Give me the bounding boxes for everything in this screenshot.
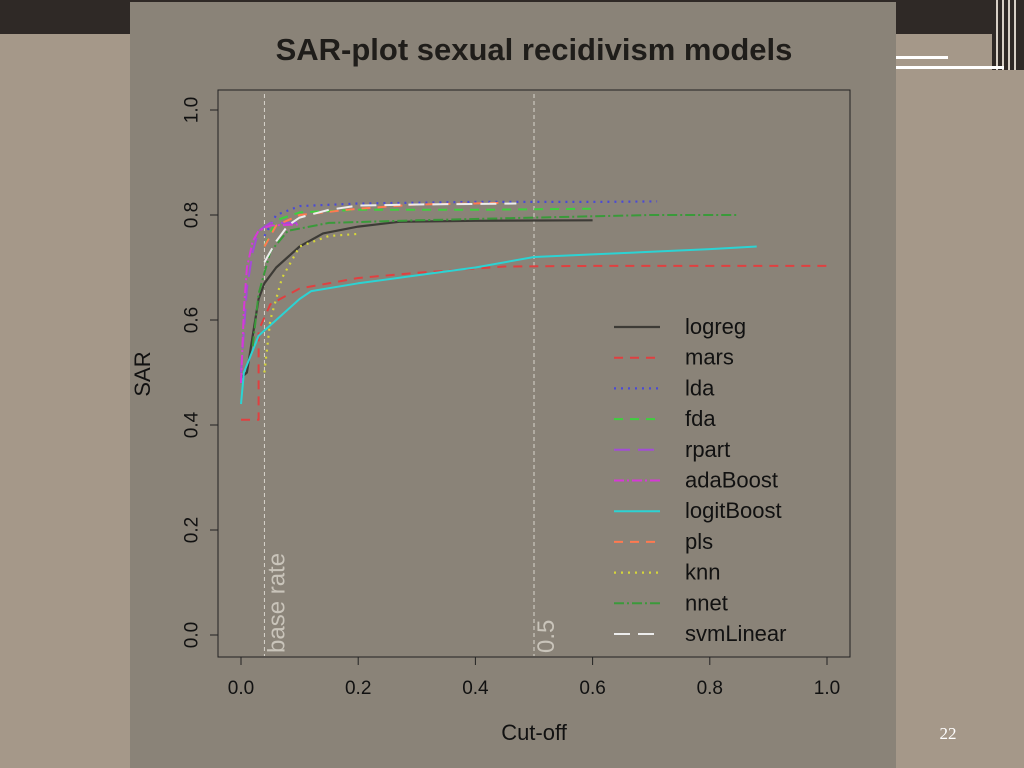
x-axis-label: Cut-off (501, 720, 568, 745)
chart-panel: SAR-plot sexual recidivism models base r… (130, 2, 896, 768)
legend-label: fda (685, 406, 716, 431)
series-line-logitBoost (240, 245, 757, 405)
x-tick-label: 0.8 (697, 678, 723, 699)
x-tick-label: 0.6 (579, 678, 605, 699)
series-line-knn (263, 232, 359, 373)
legend-label: knn (685, 560, 720, 585)
legend-label: lda (685, 375, 715, 400)
legend-label: svmLinear (685, 621, 786, 646)
reference-line-label: 0.5 (533, 620, 560, 653)
series-line-adaBoost (240, 223, 300, 384)
x-tick-label: 0.4 (462, 678, 489, 699)
x-tick-label: 0.0 (228, 678, 254, 699)
y-axis-label: SAR (130, 351, 155, 396)
y-tick-label: 0.0 (182, 622, 203, 648)
series-line-pls (263, 201, 505, 247)
series-line-rpart (240, 221, 300, 373)
y-tick-label: 0.2 (182, 517, 203, 543)
series-line-svmLinear (263, 202, 517, 263)
decorative-rule-bottom (896, 66, 1004, 69)
y-tick-label: 0.6 (182, 307, 203, 333)
y-tick-label: 0.4 (182, 411, 203, 438)
sar-chart: SAR-plot sexual recidivism models base r… (130, 32, 851, 745)
legend-label: mars (685, 345, 734, 370)
series-line-nnet (251, 214, 740, 347)
legend-label: logitBoost (685, 498, 782, 523)
legend-label: adaBoost (685, 468, 778, 493)
y-tick-label: 1.0 (182, 97, 203, 123)
x-tick-label: 0.2 (345, 678, 371, 699)
legend-label: rpart (685, 437, 730, 462)
reference-line-label: base rate (263, 553, 290, 653)
slide-number: 22 (939, 724, 957, 743)
series-line-mars (241, 264, 827, 421)
decorative-stripes (992, 0, 1024, 70)
y-tick-label: 0.8 (182, 202, 203, 228)
decorative-rule-top (896, 56, 948, 59)
chart-title: SAR-plot sexual recidivism models (276, 32, 793, 67)
legend-label: pls (685, 529, 713, 554)
x-tick-label: 1.0 (814, 678, 840, 699)
series-line-logreg (240, 219, 593, 379)
legend-label: nnet (685, 590, 728, 615)
legend-label: logreg (685, 314, 746, 339)
